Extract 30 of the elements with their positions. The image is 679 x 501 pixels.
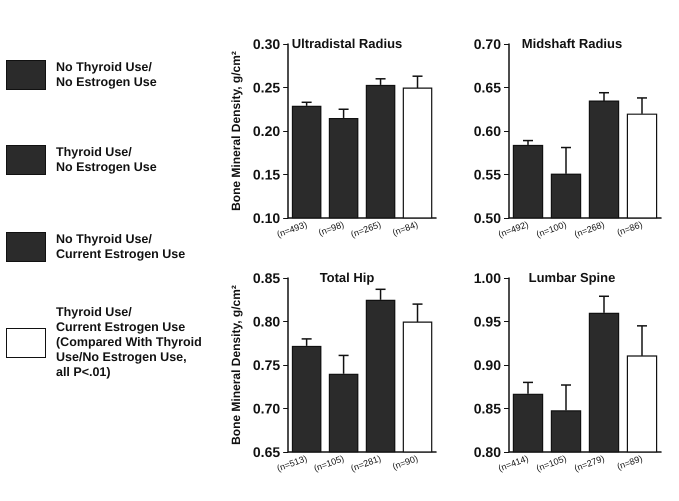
legend-label: No Thyroid Use/ No Estrogen Use [56, 60, 157, 90]
y-tick-label: 0.25 [252, 80, 280, 96]
y-tick-label: 0.65 [474, 80, 502, 96]
legend-label: Thyroid Use/ Current Estrogen Use (Compared With Thyroid Use/No Estrogen Use, all P<.01) [56, 305, 202, 380]
y-axis-title: Bone Mineral Density, g/cm² [229, 285, 243, 445]
y-tick-label: 0.85 [252, 270, 280, 286]
chart-title: Lumbar Spine [528, 270, 616, 285]
y-tick-label: 0.65 [252, 444, 280, 460]
y-tick-label: 0.85 [474, 400, 502, 416]
y-tick-label: 0.30 [252, 36, 280, 52]
y-tick-label: 0.70 [252, 400, 280, 416]
y-tick-label: 0.70 [474, 36, 502, 52]
y-tick-label: 0.60 [474, 123, 502, 139]
y-tick-label: 0.50 [474, 210, 502, 226]
legend-label: No Thyroid Use/ Current Estrogen Use [56, 232, 186, 262]
legend-label: Thyroid Use/ No Estrogen Use [56, 145, 157, 175]
chart-title: Total Hip [320, 270, 374, 285]
y-tick-label: 0.10 [252, 210, 280, 226]
y-tick-label: 0.80 [252, 314, 280, 330]
y-tick-label: 0.95 [474, 314, 502, 330]
y-tick-label: 1.00 [474, 270, 502, 286]
chart-title: Ultradistal Radius [292, 36, 402, 51]
y-tick-label: 0.75 [252, 357, 280, 373]
chart-title: Midshaft Radius [522, 36, 622, 51]
y-tick-label: 0.20 [252, 123, 280, 139]
y-axis-title: Bone Mineral Density, g/cm² [229, 51, 243, 211]
y-tick-label: 0.15 [252, 166, 280, 182]
y-tick-label: 0.80 [474, 444, 502, 460]
y-tick-label: 0.90 [474, 357, 502, 373]
y-tick-label: 0.55 [474, 166, 502, 182]
